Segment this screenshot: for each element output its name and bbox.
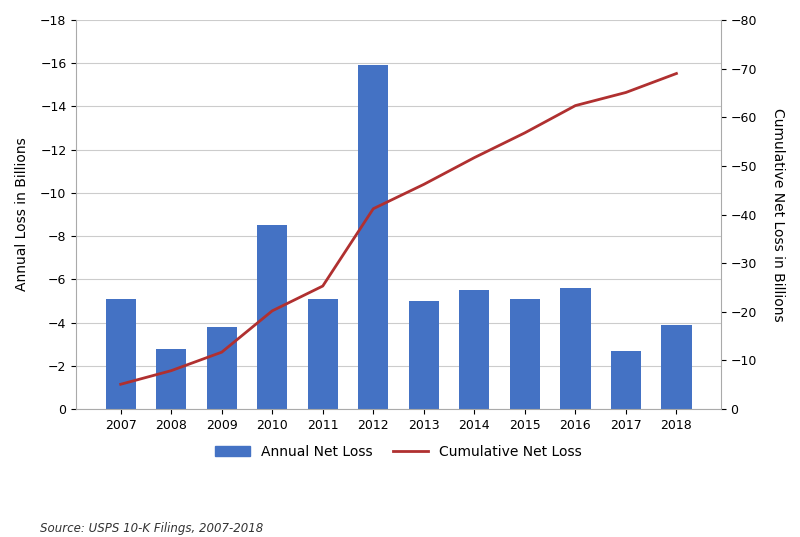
Legend: Annual Net Loss, Cumulative Net Loss: Annual Net Loss, Cumulative Net Loss	[210, 439, 587, 465]
Bar	[409, 301, 439, 409]
Y-axis label: Cumulative Net Loss in Billions: Cumulative Net Loss in Billions	[771, 108, 785, 321]
Bar	[206, 327, 237, 409]
Bar	[106, 299, 136, 409]
Bar	[662, 325, 691, 409]
Text: Source: USPS 10-K Filings, 2007-2018: Source: USPS 10-K Filings, 2007-2018	[40, 521, 263, 535]
Y-axis label: Annual Loss in Billions: Annual Loss in Billions	[15, 137, 29, 292]
Bar	[156, 349, 186, 409]
Bar	[257, 226, 287, 409]
Bar	[560, 288, 590, 409]
Bar	[459, 290, 490, 409]
Bar	[610, 351, 641, 409]
Bar	[308, 299, 338, 409]
Bar	[510, 299, 540, 409]
Bar	[358, 66, 389, 409]
